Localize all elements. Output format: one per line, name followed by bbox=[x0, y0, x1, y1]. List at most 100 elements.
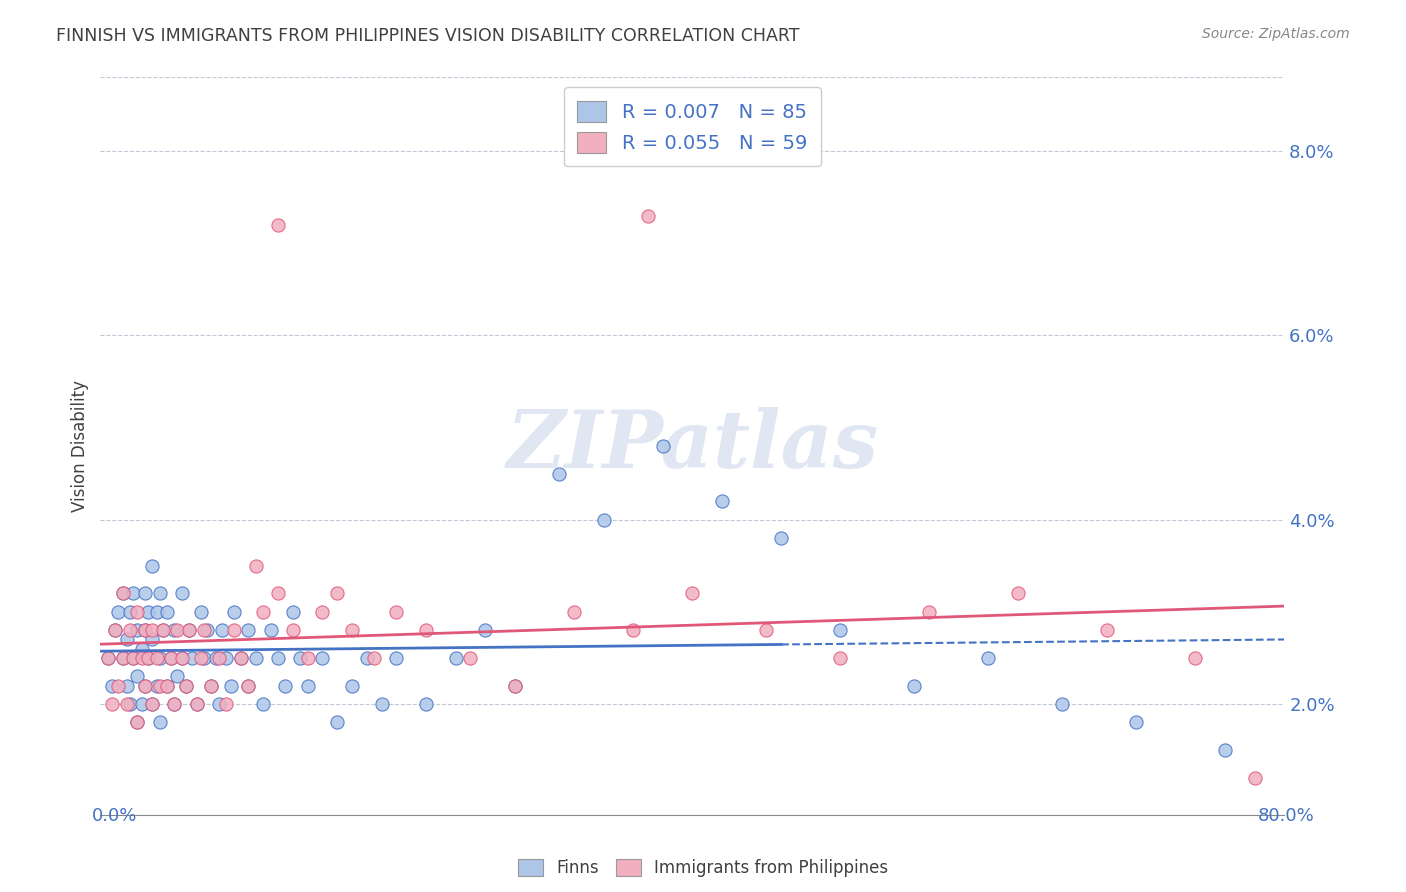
Point bbox=[651, 439, 673, 453]
Point bbox=[252, 605, 274, 619]
Point bbox=[111, 651, 134, 665]
Point bbox=[160, 651, 183, 665]
Point bbox=[592, 513, 614, 527]
Point bbox=[211, 624, 233, 638]
Point bbox=[755, 624, 778, 638]
Point bbox=[156, 679, 179, 693]
Point bbox=[186, 697, 208, 711]
Point bbox=[145, 679, 167, 693]
Point bbox=[281, 605, 304, 619]
Point bbox=[229, 651, 252, 665]
Point bbox=[548, 467, 571, 481]
Point bbox=[127, 669, 149, 683]
Point bbox=[977, 651, 1000, 665]
Point bbox=[193, 651, 215, 665]
Point bbox=[118, 697, 141, 711]
Point bbox=[326, 586, 349, 600]
Point bbox=[222, 624, 245, 638]
Point bbox=[141, 697, 163, 711]
Point bbox=[385, 605, 408, 619]
Point bbox=[830, 624, 852, 638]
Point bbox=[156, 679, 179, 693]
Point bbox=[385, 651, 408, 665]
Point bbox=[148, 715, 170, 730]
Point bbox=[363, 651, 385, 665]
Point bbox=[204, 651, 226, 665]
Point bbox=[918, 605, 941, 619]
Point bbox=[356, 651, 378, 665]
Y-axis label: Vision Disability: Vision Disability bbox=[72, 380, 89, 512]
Point bbox=[141, 624, 163, 638]
Point bbox=[215, 697, 238, 711]
Point bbox=[1007, 586, 1029, 600]
Point bbox=[190, 651, 212, 665]
Point bbox=[474, 624, 496, 638]
Point bbox=[238, 679, 260, 693]
Point bbox=[134, 679, 156, 693]
Text: 80.0%: 80.0% bbox=[1258, 807, 1315, 825]
Point bbox=[190, 605, 212, 619]
Text: ZIPatlas: ZIPatlas bbox=[506, 408, 879, 484]
Point bbox=[127, 624, 149, 638]
Point bbox=[111, 651, 134, 665]
Point bbox=[200, 679, 222, 693]
Point bbox=[1243, 771, 1265, 785]
Point bbox=[311, 605, 333, 619]
Point bbox=[621, 624, 644, 638]
Point bbox=[288, 651, 311, 665]
Point bbox=[145, 605, 167, 619]
Legend: R = 0.007   N = 85, R = 0.055   N = 59: R = 0.007 N = 85, R = 0.055 N = 59 bbox=[564, 87, 821, 167]
Point bbox=[444, 651, 467, 665]
Point bbox=[136, 605, 159, 619]
Point bbox=[148, 586, 170, 600]
Point bbox=[238, 624, 260, 638]
Point bbox=[370, 697, 392, 711]
Point bbox=[1125, 715, 1147, 730]
Text: Source: ZipAtlas.com: Source: ZipAtlas.com bbox=[1202, 27, 1350, 41]
Point bbox=[118, 605, 141, 619]
Point bbox=[1184, 651, 1206, 665]
Point bbox=[770, 531, 793, 545]
Point bbox=[127, 605, 149, 619]
Point bbox=[145, 651, 167, 665]
Point bbox=[181, 651, 204, 665]
Point bbox=[122, 651, 145, 665]
Point bbox=[166, 669, 188, 683]
Point bbox=[160, 651, 183, 665]
Point bbox=[107, 679, 129, 693]
Point bbox=[267, 651, 290, 665]
Point bbox=[219, 679, 242, 693]
Point bbox=[267, 586, 290, 600]
Point bbox=[245, 558, 267, 573]
Legend: Finns, Immigrants from Philippines: Finns, Immigrants from Philippines bbox=[512, 852, 894, 884]
Point bbox=[122, 651, 145, 665]
Point bbox=[97, 651, 120, 665]
Point bbox=[111, 586, 134, 600]
Point bbox=[141, 558, 163, 573]
Point bbox=[148, 679, 170, 693]
Point bbox=[163, 624, 186, 638]
Point bbox=[1095, 624, 1118, 638]
Point bbox=[170, 651, 193, 665]
Point bbox=[1052, 697, 1074, 711]
Point bbox=[131, 697, 153, 711]
Point bbox=[681, 586, 703, 600]
Point bbox=[637, 209, 659, 223]
Point bbox=[141, 697, 163, 711]
Point bbox=[297, 679, 319, 693]
Point bbox=[259, 624, 281, 638]
Point bbox=[215, 651, 238, 665]
Point bbox=[245, 651, 267, 665]
Point bbox=[562, 605, 585, 619]
Point bbox=[238, 679, 260, 693]
Point bbox=[174, 679, 197, 693]
Point bbox=[186, 697, 208, 711]
Point bbox=[326, 715, 349, 730]
Point bbox=[297, 651, 319, 665]
Point bbox=[127, 715, 149, 730]
Point bbox=[107, 605, 129, 619]
Point bbox=[460, 651, 482, 665]
Point bbox=[148, 651, 170, 665]
Point bbox=[115, 632, 138, 647]
Point bbox=[97, 651, 120, 665]
